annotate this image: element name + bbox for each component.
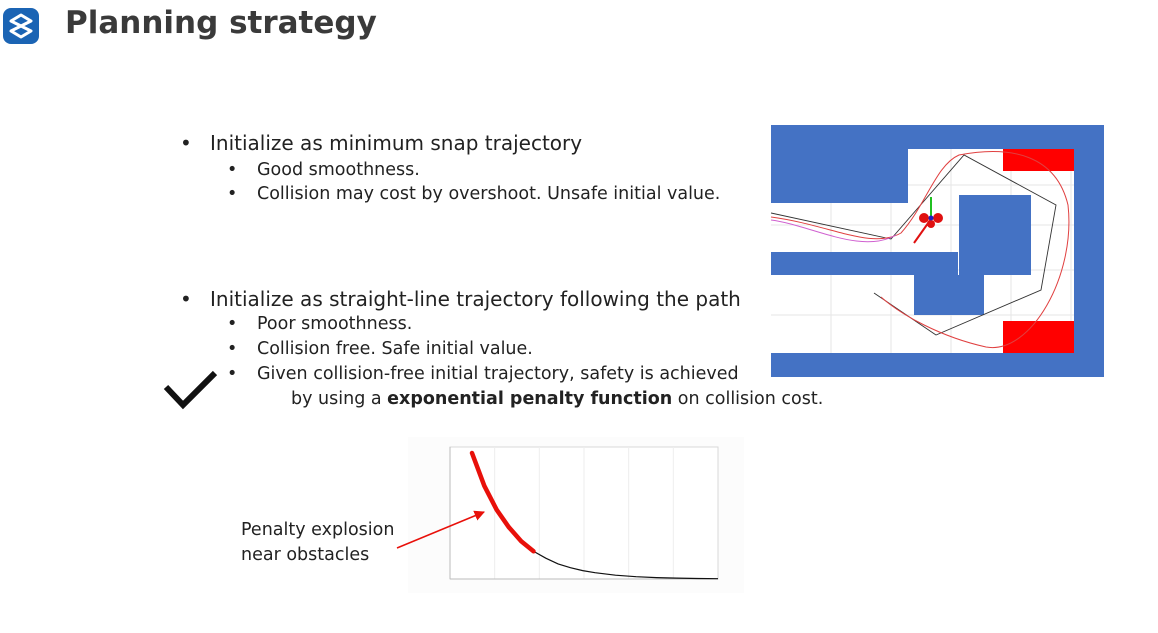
trajectory-map bbox=[771, 125, 1104, 377]
annotation: Penalty explosion near obstacles bbox=[241, 518, 394, 568]
penalty-chart bbox=[408, 437, 744, 593]
bullet-dot: • bbox=[180, 131, 192, 155]
s-logo-icon bbox=[9, 13, 33, 39]
bullet-dot: • bbox=[227, 314, 238, 334]
sub-bullet-text: Collision may cost by overshoot. Unsafe … bbox=[257, 184, 721, 204]
bullet-min-snap: • Initialize as minimum snap trajectory bbox=[180, 131, 583, 155]
continuation-pre: by using a bbox=[291, 389, 388, 409]
bullet-straight-line: • Initialize as straight-line trajectory… bbox=[180, 287, 741, 311]
checkmark-icon bbox=[163, 370, 218, 410]
bullet-dot: • bbox=[180, 287, 192, 311]
bullet-dot: • bbox=[227, 364, 238, 384]
magenta-trajectory bbox=[771, 219, 897, 243]
penalty-explosion-segment bbox=[469, 450, 536, 554]
sub-bullet-text: Collision free. Safe initial value. bbox=[257, 339, 533, 359]
continuation-post: on collision cost. bbox=[672, 389, 824, 409]
bullet-text: Initialize as minimum snap trajectory bbox=[210, 131, 583, 155]
sub-bullet-text: Poor smoothness. bbox=[257, 314, 413, 334]
annotation-line-1: Penalty explosion bbox=[241, 520, 395, 540]
bullet-dot: • bbox=[227, 339, 238, 359]
continuation-line: by using a exponential penalty function … bbox=[291, 389, 823, 409]
bullet-text: Initialize as straight-line trajectory f… bbox=[210, 287, 741, 311]
sub-bullet: • Collision free. Safe initial value. bbox=[227, 339, 533, 359]
sub-bullet-text: Given collision-free initial trajectory,… bbox=[257, 364, 739, 384]
sub-bullet: • Poor smoothness. bbox=[227, 314, 413, 334]
page-title: Planning strategy bbox=[65, 5, 377, 41]
annotation-line-2: near obstacles bbox=[241, 545, 370, 565]
sub-bullet: • Given collision-free initial trajector… bbox=[227, 364, 739, 384]
continuation-bold: exponential penalty function bbox=[387, 389, 673, 409]
bullet-dot: • bbox=[227, 160, 238, 180]
sub-bullet: • Good smoothness. bbox=[227, 160, 420, 180]
plot-grid bbox=[494, 447, 674, 579]
map-obstacles bbox=[771, 125, 1104, 377]
initial-path bbox=[771, 154, 1057, 336]
sub-bullet: • Collision may cost by overshoot. Unsaf… bbox=[227, 184, 721, 204]
bullet-dot: • bbox=[227, 184, 238, 204]
logo bbox=[3, 8, 39, 44]
sub-bullet-text: Good smoothness. bbox=[257, 160, 420, 180]
drone-icon bbox=[913, 197, 943, 244]
